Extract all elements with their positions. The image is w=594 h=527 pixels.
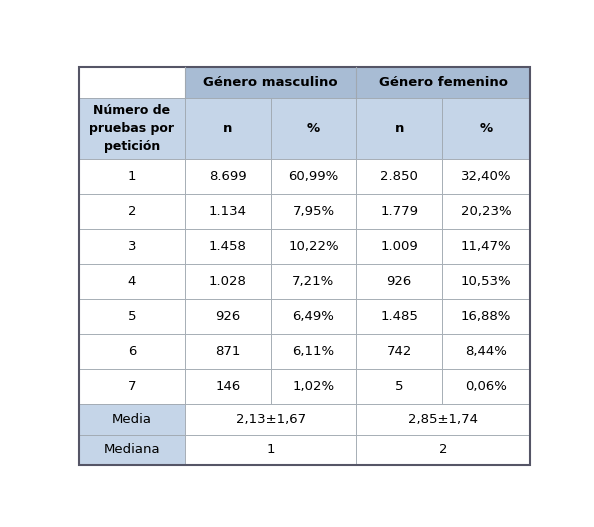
Bar: [185, 159, 271, 194]
Text: 2,13±1,67: 2,13±1,67: [236, 413, 306, 426]
Text: Número de
pruebas por
petición: Número de pruebas por petición: [89, 104, 175, 153]
Bar: [185, 229, 271, 264]
Text: 1.779: 1.779: [380, 205, 418, 218]
Bar: [356, 159, 442, 194]
Bar: [442, 334, 530, 369]
Bar: [79, 229, 185, 264]
Text: 2: 2: [439, 443, 447, 456]
Text: 1.485: 1.485: [380, 310, 418, 323]
Bar: [271, 334, 356, 369]
Bar: [185, 369, 271, 404]
Bar: [185, 435, 356, 465]
Text: 2: 2: [128, 205, 136, 218]
Text: Género femenino: Género femenino: [378, 76, 508, 89]
Text: 7,21%: 7,21%: [292, 275, 334, 288]
Text: 1.009: 1.009: [380, 240, 418, 253]
Bar: [185, 194, 271, 229]
Bar: [356, 334, 442, 369]
Text: 6: 6: [128, 345, 136, 358]
Bar: [185, 404, 356, 435]
Bar: [185, 334, 271, 369]
Bar: [442, 98, 530, 159]
Text: n: n: [223, 122, 232, 135]
Bar: [442, 264, 530, 299]
Bar: [79, 369, 185, 404]
Bar: [79, 299, 185, 334]
Bar: [356, 299, 442, 334]
Text: 8,44%: 8,44%: [465, 345, 507, 358]
Bar: [185, 299, 271, 334]
Bar: [442, 299, 530, 334]
Bar: [356, 98, 442, 159]
Text: 20,23%: 20,23%: [461, 205, 511, 218]
Text: 11,47%: 11,47%: [461, 240, 511, 253]
Text: 926: 926: [387, 275, 412, 288]
Bar: [79, 67, 185, 98]
Text: Mediana: Mediana: [103, 443, 160, 456]
Text: 10,22%: 10,22%: [288, 240, 339, 253]
Text: 3: 3: [128, 240, 136, 253]
Text: 10,53%: 10,53%: [461, 275, 511, 288]
Text: 1.458: 1.458: [209, 240, 247, 253]
Bar: [442, 229, 530, 264]
Text: %: %: [307, 122, 320, 135]
Bar: [271, 229, 356, 264]
Bar: [79, 194, 185, 229]
Bar: [356, 264, 442, 299]
Text: 4: 4: [128, 275, 136, 288]
Text: 5: 5: [395, 380, 403, 393]
Bar: [356, 194, 442, 229]
Text: 2,85±1,74: 2,85±1,74: [408, 413, 478, 426]
Text: 1: 1: [266, 443, 275, 456]
Bar: [356, 404, 530, 435]
Text: 5: 5: [128, 310, 136, 323]
Text: n: n: [394, 122, 404, 135]
Text: 6,11%: 6,11%: [292, 345, 334, 358]
Bar: [185, 98, 271, 159]
Text: 7,95%: 7,95%: [292, 205, 334, 218]
Text: 742: 742: [387, 345, 412, 358]
Bar: [356, 229, 442, 264]
Text: 2.850: 2.850: [380, 170, 418, 183]
Text: 8.699: 8.699: [209, 170, 247, 183]
Bar: [79, 334, 185, 369]
Bar: [79, 435, 185, 465]
Text: 6,49%: 6,49%: [292, 310, 334, 323]
Text: 32,40%: 32,40%: [461, 170, 511, 183]
Text: 1.134: 1.134: [208, 205, 247, 218]
Bar: [271, 369, 356, 404]
Bar: [356, 67, 530, 98]
Bar: [271, 264, 356, 299]
Text: 871: 871: [215, 345, 241, 358]
Text: Género masculino: Género masculino: [203, 76, 338, 89]
Text: 1,02%: 1,02%: [292, 380, 334, 393]
Bar: [185, 67, 356, 98]
Text: Media: Media: [112, 413, 152, 426]
Text: 0,06%: 0,06%: [465, 380, 507, 393]
Bar: [79, 264, 185, 299]
Bar: [185, 264, 271, 299]
Text: 146: 146: [215, 380, 241, 393]
Bar: [356, 435, 530, 465]
Text: 60,99%: 60,99%: [288, 170, 339, 183]
Bar: [271, 98, 356, 159]
Text: 1: 1: [128, 170, 136, 183]
Bar: [271, 299, 356, 334]
Text: 7: 7: [128, 380, 136, 393]
Text: 1.028: 1.028: [209, 275, 247, 288]
Text: %: %: [479, 122, 492, 135]
Bar: [356, 369, 442, 404]
Bar: [79, 98, 185, 159]
Bar: [271, 159, 356, 194]
Text: 926: 926: [215, 310, 241, 323]
Bar: [79, 159, 185, 194]
Text: 16,88%: 16,88%: [461, 310, 511, 323]
Bar: [79, 404, 185, 435]
Bar: [442, 194, 530, 229]
Bar: [442, 369, 530, 404]
Bar: [442, 159, 530, 194]
Bar: [271, 194, 356, 229]
